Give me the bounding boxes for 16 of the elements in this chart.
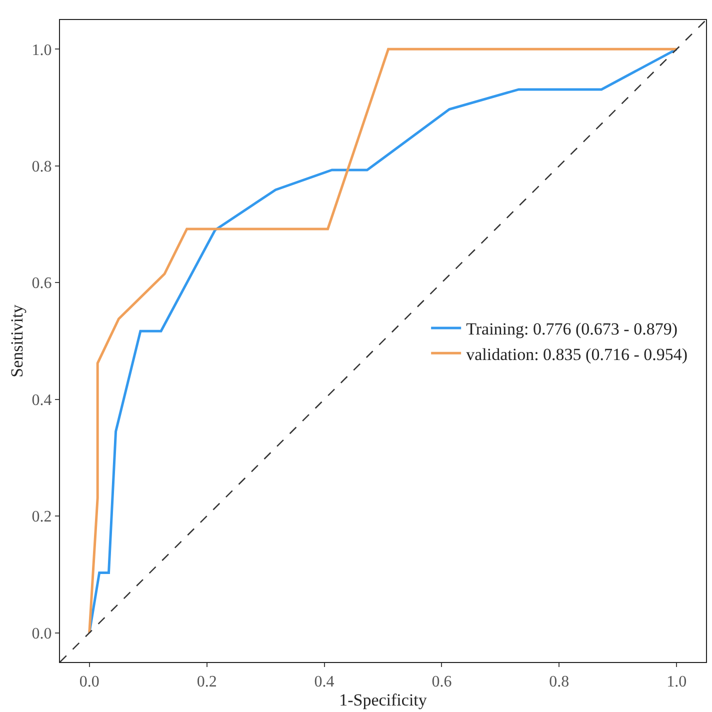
y-tick-label: 0.6 [32, 275, 52, 292]
y-tick-label: 1.0 [32, 42, 52, 59]
y-tick-label: 0.4 [32, 392, 52, 409]
y-axis-title: Sensitivity [7, 304, 26, 378]
x-tick-label: 1.0 [666, 673, 687, 690]
y-tick-label: 0.0 [32, 625, 52, 642]
x-tick-label: 0.0 [79, 673, 100, 690]
x-axis-title: 1-Specificity [339, 690, 428, 710]
x-tick-label: 0.6 [432, 673, 452, 690]
legend-label: validation: 0.835 (0.716 - 0.954) [466, 344, 688, 364]
x-tick-label: 0.8 [549, 673, 570, 690]
y-tick-label: 0.8 [32, 158, 52, 176]
legend-label: Training: 0.776 (0.673 - 0.879) [466, 320, 678, 339]
y-tick-label: 0.2 [32, 508, 52, 526]
x-tick-label: 0.4 [314, 673, 334, 690]
x-tick-label: 0.2 [196, 673, 217, 690]
